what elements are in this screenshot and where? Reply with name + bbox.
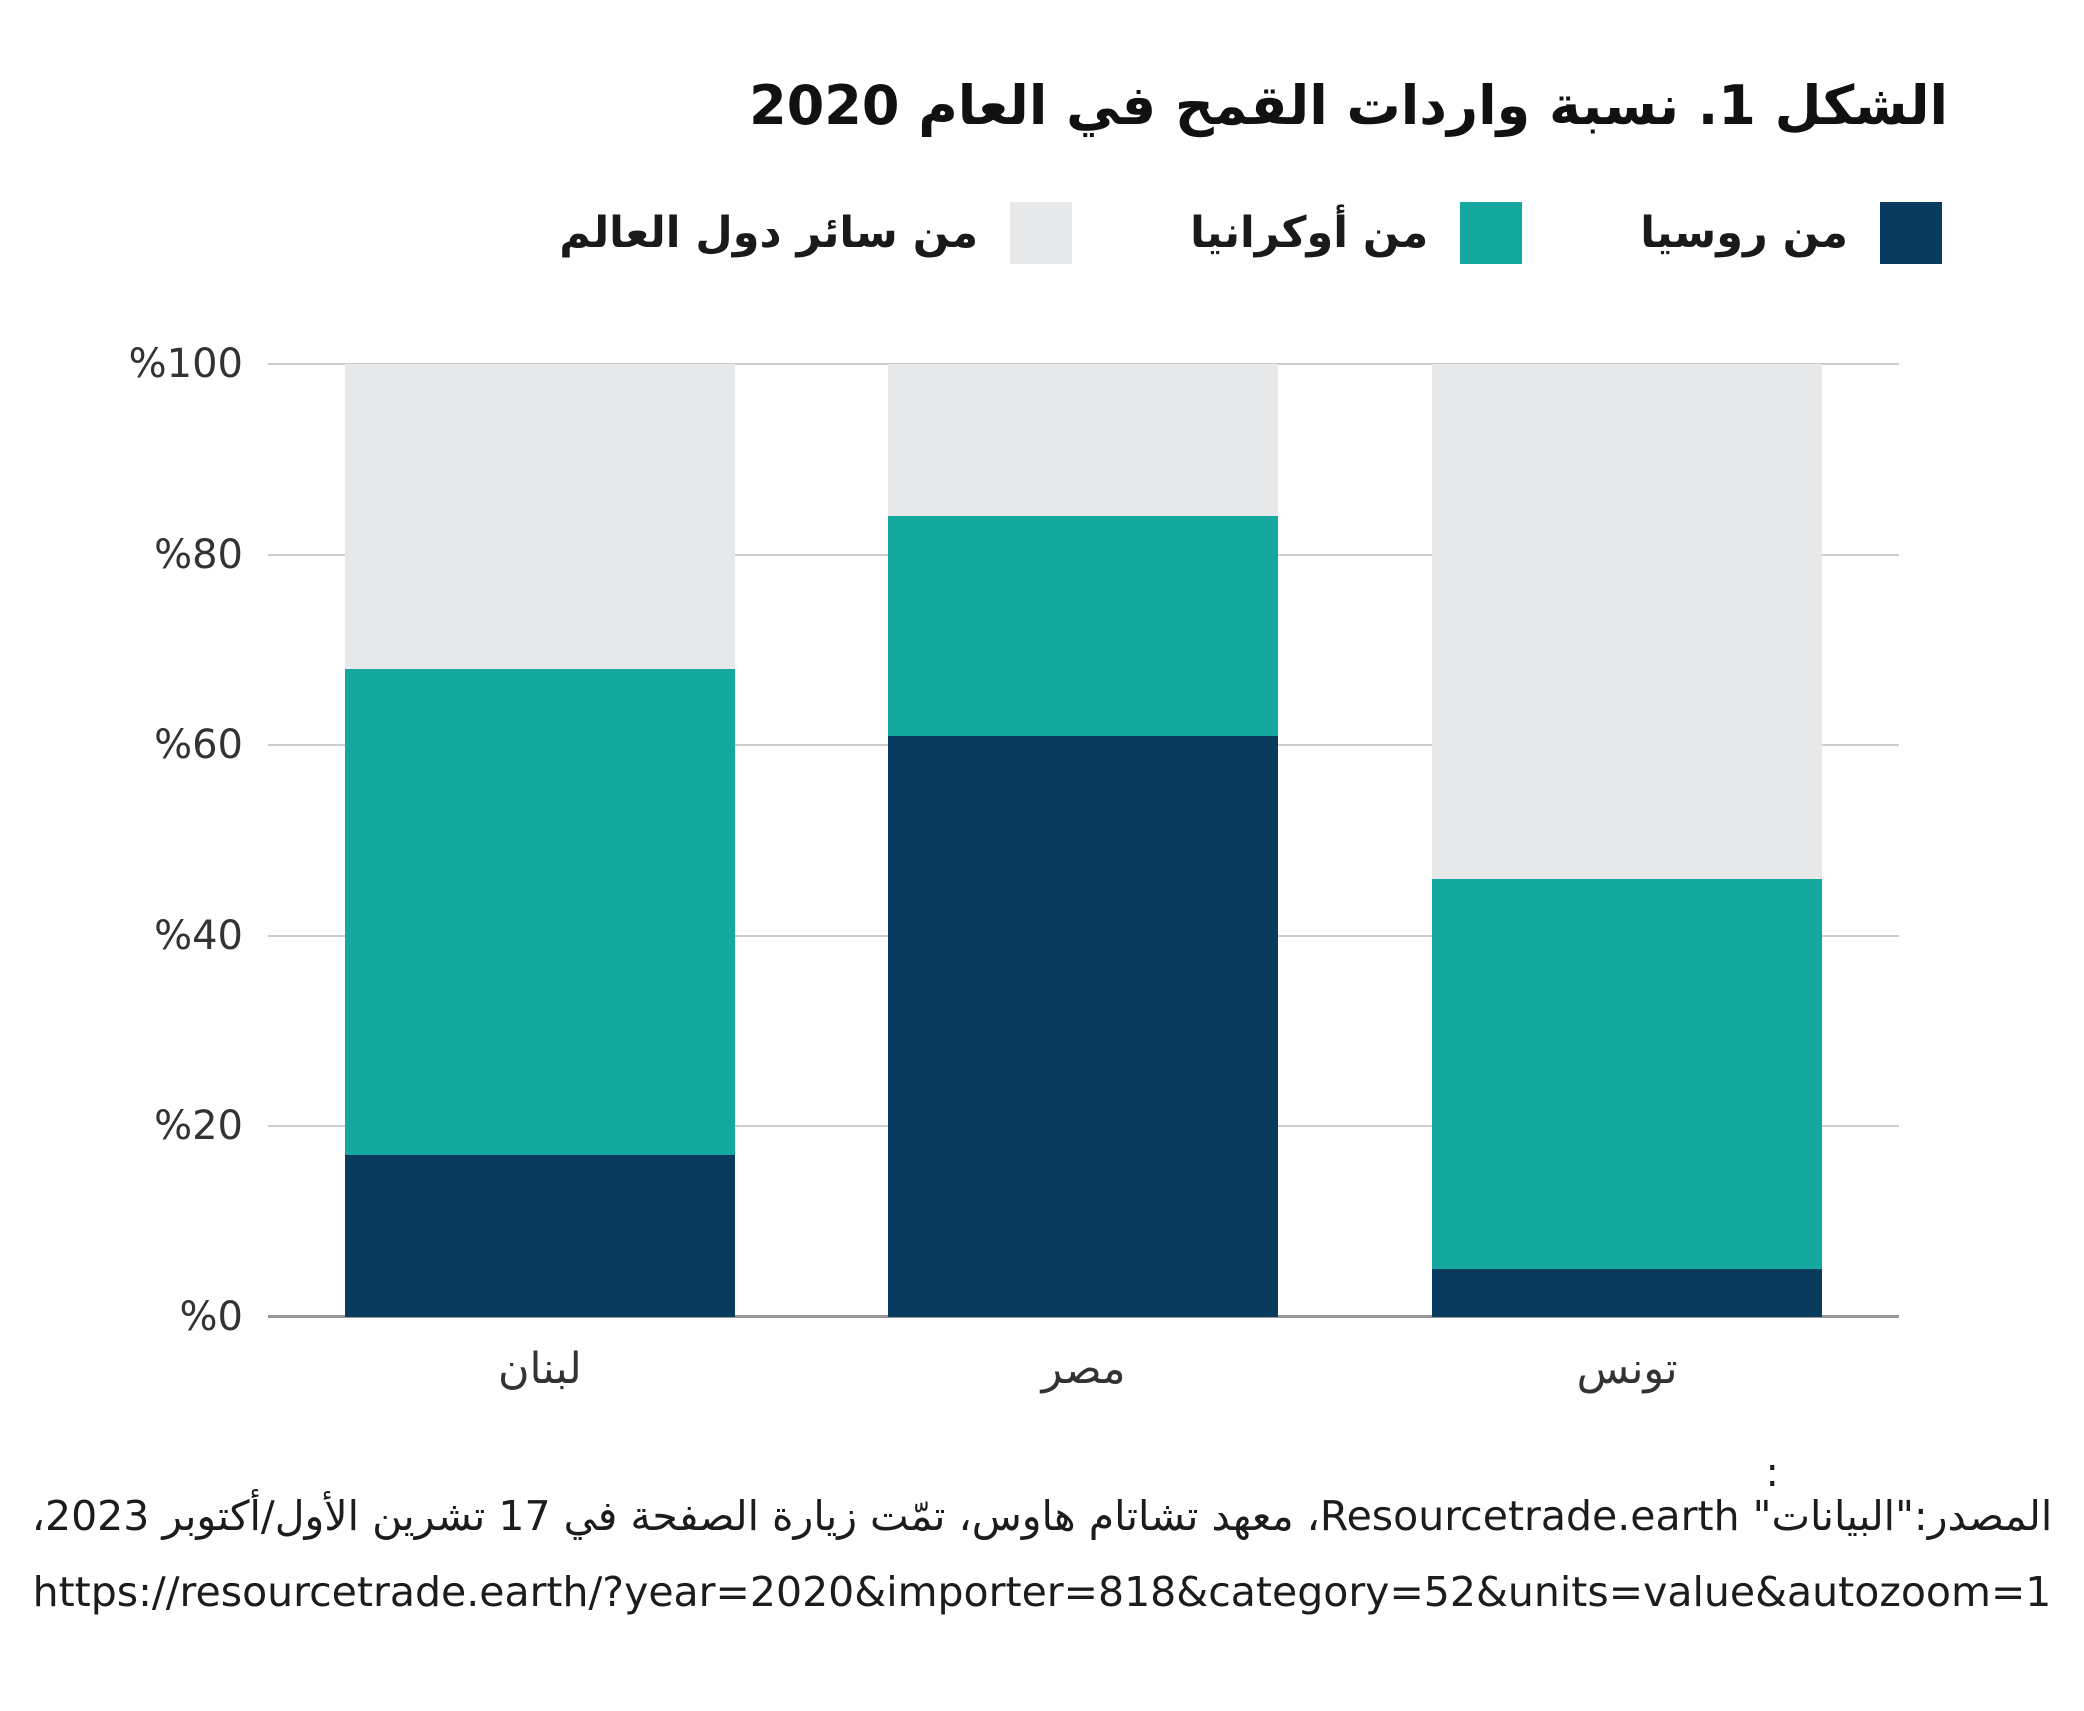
y-tick-label-80: %80: [154, 531, 243, 578]
y-tick-label-20: %20: [154, 1103, 243, 1150]
y-tick-label-100: %100: [128, 341, 243, 387]
bar-segment-ukraine-lebanon: [344, 668, 735, 1155]
legend-swatch-ukraine: [1460, 202, 1523, 264]
legend-label-rest_of_world: من سائر دول العالم: [559, 208, 979, 258]
bar-egypt: [888, 364, 1279, 1317]
source-text: المصدر:"البيانات" Resourcetrade.earth، م…: [31, 1492, 2053, 1540]
legend-label-russia: من روسيا: [1640, 208, 1848, 258]
bar-segment-ukraine-egypt: [888, 516, 1279, 736]
legend-item-ukraine: من أوكرانيا: [1190, 202, 1523, 264]
bar-segment-ukraine-tunisia: [1432, 878, 1823, 1270]
bar-lebanon: [344, 364, 735, 1317]
legend-swatch-russia: [1880, 202, 1942, 264]
bars-group: [268, 364, 1899, 1317]
x-axis-labels: لبنان مصر تونس: [268, 1344, 1899, 1394]
y-tick-label-0: %0: [179, 1294, 243, 1340]
x-tick-label-tunisia: تونس: [1576, 1344, 1678, 1394]
footer-colon: :: [1765, 1450, 1779, 1496]
legend-item-russia: من روسيا: [1640, 202, 1942, 264]
bar-segment-rest_of_world-tunisia: [1432, 364, 1823, 879]
legend-swatch-rest_of_world: [1010, 202, 1073, 264]
bar-tunisia: [1432, 364, 1823, 1317]
x-tick-label-egypt: مصر: [1041, 1344, 1126, 1394]
bar-segment-russia-lebanon: [344, 1154, 735, 1317]
legend-label-ukraine: من أوكرانيا: [1190, 208, 1429, 258]
legend-item-rest_of_world: من سائر دول العالم: [559, 202, 1073, 264]
y-tick-label-60: %60: [154, 722, 243, 769]
y-tick-label-40: %40: [154, 912, 243, 959]
bar-segment-rest_of_world-lebanon: [344, 364, 735, 669]
x-tick-label-lebanon: لبنان: [497, 1344, 582, 1394]
bar-segment-russia-egypt: [888, 735, 1279, 1317]
bar-segment-russia-tunisia: [1432, 1269, 1823, 1317]
chart-legend: من روسيا من أوكرانيا من سائر دول العالم: [559, 202, 1942, 264]
figure-title: الشكل 1. نسبة واردات القمح في العام 2020: [749, 74, 1948, 137]
source-url: https://resourcetrade.earth/?year=2020&i…: [32, 1568, 2052, 1616]
bar-segment-rest_of_world-egypt: [888, 364, 1279, 517]
y-axis-labels: %0 %20 %40 %60 %80 %100: [0, 341, 243, 1340]
plot-area: [268, 363, 1899, 1318]
